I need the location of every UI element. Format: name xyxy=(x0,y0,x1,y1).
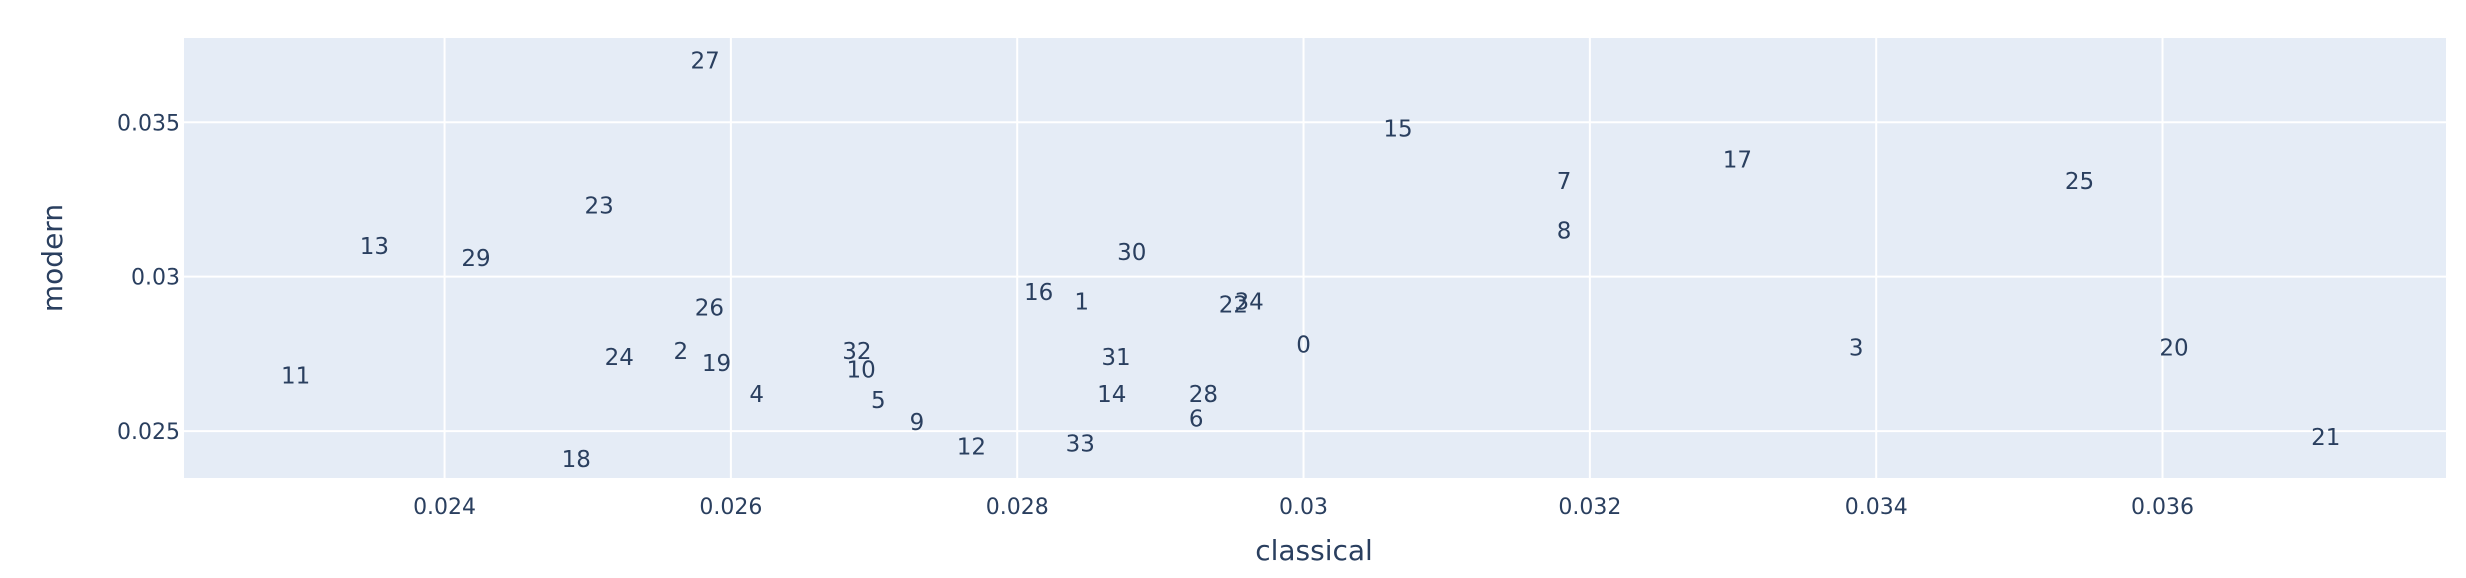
data-point-label: 22 xyxy=(1219,292,1248,318)
x-tick-label: 0.028 xyxy=(986,495,1049,520)
data-point-label: 21 xyxy=(2311,425,2340,451)
data-point-label: 8 xyxy=(1557,218,1572,244)
data-point-label: 13 xyxy=(360,234,389,260)
data-point-label: 14 xyxy=(1097,382,1126,408)
data-point-label: 30 xyxy=(1117,240,1146,266)
y-tick-labels: 0.025 0.03 0.035 xyxy=(117,111,180,445)
data-point-label: 1 xyxy=(1074,289,1089,315)
x-tick-label: 0.032 xyxy=(1558,495,1621,520)
data-point-label: 10 xyxy=(847,357,876,383)
x-gridlines xyxy=(443,38,2164,478)
data-point-label: 0 xyxy=(1296,333,1311,359)
data-point-label: 29 xyxy=(461,246,490,272)
y-gridlines xyxy=(184,121,2446,433)
data-point-label: 11 xyxy=(281,363,310,389)
x-tick-label: 0.03 xyxy=(1279,495,1328,520)
y-tick-label: 0.03 xyxy=(131,266,180,291)
data-point-label: 6 xyxy=(1189,407,1204,433)
data-point-label: 32 xyxy=(842,339,871,365)
data-point-label: 7 xyxy=(1557,169,1572,195)
x-tick-label: 0.034 xyxy=(1845,495,1908,520)
data-point-label: 20 xyxy=(2159,336,2188,362)
data-point-label: 19 xyxy=(702,351,731,377)
data-point-label: 4 xyxy=(749,382,764,408)
y-tick-label: 0.035 xyxy=(117,111,180,136)
data-point-label: 12 xyxy=(957,435,986,461)
data-point-label: 15 xyxy=(1383,116,1412,142)
data-point-label: 34 xyxy=(1235,289,1264,315)
x-tick-label: 0.036 xyxy=(2131,495,2194,520)
data-point-label: 18 xyxy=(562,447,591,473)
data-point-label: 27 xyxy=(690,49,719,75)
data-points: 012 34 56789101112131415161718192021222324… xyxy=(281,49,2340,473)
x-tick-label: 0.024 xyxy=(413,495,476,520)
data-point-label: 31 xyxy=(1101,345,1130,371)
y-axis-title: modern xyxy=(36,204,69,312)
data-point-label: 17 xyxy=(1723,147,1752,173)
data-point-label: 25 xyxy=(2065,169,2094,195)
data-point-label: 2 xyxy=(673,339,688,365)
data-point-label: 16 xyxy=(1024,280,1053,306)
x-axis-title: classical xyxy=(1255,534,1373,567)
data-point-label: 26 xyxy=(695,296,724,322)
x-tick-labels: 0.024 0.026 0.028 0.03 0.032 0.034 0.036 xyxy=(413,495,2194,520)
data-point-label: 33 xyxy=(1066,431,1095,457)
plot-area xyxy=(184,38,2446,478)
data-point-label: 9 xyxy=(910,410,925,436)
y-tick-label: 0.025 xyxy=(117,420,180,445)
data-point-label: 23 xyxy=(585,194,614,220)
data-point-label: 3 xyxy=(1849,336,1864,362)
x-tick-label: 0.026 xyxy=(699,495,762,520)
data-point-label: 5 xyxy=(871,388,886,414)
data-point-label: 28 xyxy=(1189,382,1218,408)
data-point-label: 24 xyxy=(605,345,634,371)
